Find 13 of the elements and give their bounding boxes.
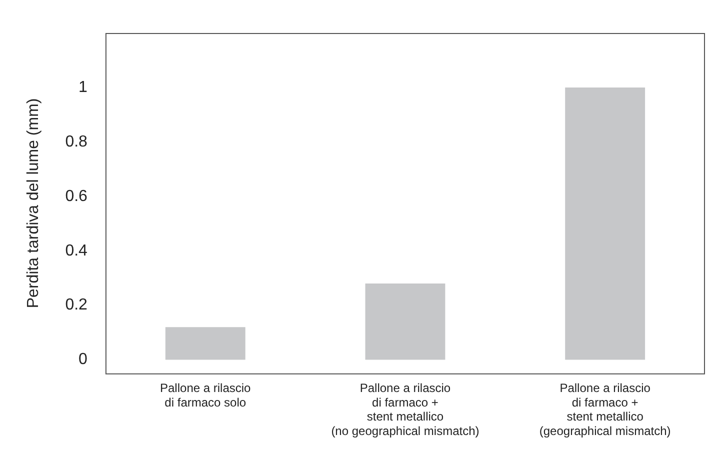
y-tick-label: 0.6 xyxy=(65,188,88,205)
y-tick-label: 0 xyxy=(78,351,88,368)
y-axis-title: Perdita tardiva del lume (mm) xyxy=(25,98,42,308)
x-tick-label: Pallone a rilascio di farmaco solo xyxy=(160,380,252,410)
bar xyxy=(365,284,446,360)
bar xyxy=(565,87,646,360)
y-tick-label: 1 xyxy=(78,78,88,96)
y-tick-label: 0.8 xyxy=(65,133,88,150)
y-tick-label: 0.2 xyxy=(65,296,88,314)
x-tick-label: Pallone a rilascio di farmaco + stent metallico (geographical mismatch) xyxy=(539,380,671,438)
y-tick-label: 0.4 xyxy=(65,242,88,260)
x-tick-label: Pallone a rilascio di farmaco + stent metallico (no geographical mismatch) xyxy=(331,380,480,438)
bar xyxy=(165,327,246,360)
